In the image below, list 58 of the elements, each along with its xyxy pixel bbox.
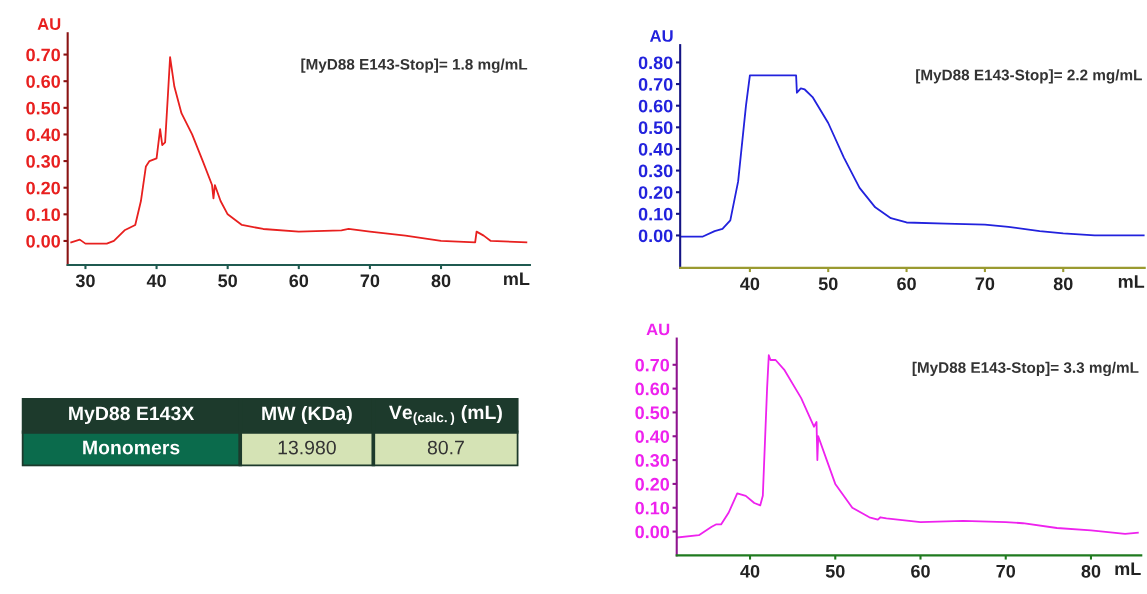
y-axis-title: AU <box>646 323 670 336</box>
x-tick-label: 60 <box>911 564 930 578</box>
y-tick-label: 0.50 <box>26 101 60 115</box>
x-axis-title: mL <box>1115 562 1141 575</box>
y-tick-label: 0.10 <box>635 501 670 515</box>
y-axis-title: AU <box>649 30 673 42</box>
annotation: [MyD88 E143-Stop]= 3.3 mg/mL <box>912 361 1139 377</box>
y-tick-label: 0.30 <box>26 155 60 168</box>
x-tick-label: 40 <box>740 277 760 291</box>
x-tick-label: 70 <box>360 274 380 288</box>
x-tick-label: 70 <box>996 564 1016 578</box>
line-series <box>676 354 1139 539</box>
annotation: [MyD88 E143-Stop]= 2.2 mg/mL <box>916 69 1142 84</box>
text: Monomers <box>83 440 180 455</box>
y-tick-label: 0.40 <box>26 128 60 142</box>
x-tick-label: 70 <box>975 277 995 291</box>
y-tick-label: 0.20 <box>638 186 673 199</box>
x-tick-label: 80 <box>431 274 451 288</box>
y-tick-label: 0.50 <box>635 406 670 420</box>
y-tick-label: 0.70 <box>635 358 670 372</box>
x-axis-title: mL <box>504 272 530 285</box>
y-tick-label: 0.80 <box>638 56 673 70</box>
x-tick-label: 60 <box>289 274 309 288</box>
y-axis-title: AU <box>37 18 61 30</box>
text: MW (KDa) <box>262 405 352 425</box>
x-tick-label: 50 <box>218 274 237 288</box>
x-tick-label: 40 <box>740 564 760 578</box>
text: MyD88 E143X <box>69 406 195 425</box>
y-tick-label: 0.00 <box>635 525 670 539</box>
line-series <box>70 56 528 245</box>
text: 80.7 <box>427 440 464 455</box>
y-tick-label: 0.70 <box>26 48 60 62</box>
y-tick-label: 0.60 <box>638 99 673 113</box>
x-tick-label: 50 <box>825 564 845 578</box>
x-tick-label: 80 <box>1053 277 1073 291</box>
x-tick-label: 40 <box>146 274 166 288</box>
y-tick-label: 0.60 <box>635 382 670 396</box>
y-tick-label: 0.40 <box>635 430 670 443</box>
y-tick-label: 0.50 <box>638 121 673 135</box>
annotation: [MyD88 E143-Stop]= 1.8 mg/mL <box>301 58 528 73</box>
y-tick-label: 0.20 <box>26 181 60 195</box>
y-tick-label: 0.00 <box>638 229 673 243</box>
x-tick-label: 60 <box>897 277 916 291</box>
x-axis-title: mL <box>1118 275 1145 288</box>
y-tick-label: 0.70 <box>638 78 673 91</box>
y-tick-label: 0.30 <box>635 454 670 467</box>
x-tick-label: 80 <box>1081 564 1101 578</box>
x-tick-label: 50 <box>818 277 838 291</box>
text: 13.980 <box>278 440 336 455</box>
y-tick-label: 0.30 <box>638 164 673 178</box>
y-tick-label: 0.00 <box>26 234 60 248</box>
text: Ve$_{(calc.)}$ (mL) <box>389 404 502 425</box>
y-tick-label: 0.60 <box>26 75 60 88</box>
y-tick-label: 0.40 <box>638 142 673 156</box>
y-tick-label: 0.10 <box>638 207 673 221</box>
x-tick-label: 30 <box>75 274 95 288</box>
y-tick-label: 0.10 <box>26 208 60 222</box>
y-tick-label: 0.20 <box>635 477 670 491</box>
